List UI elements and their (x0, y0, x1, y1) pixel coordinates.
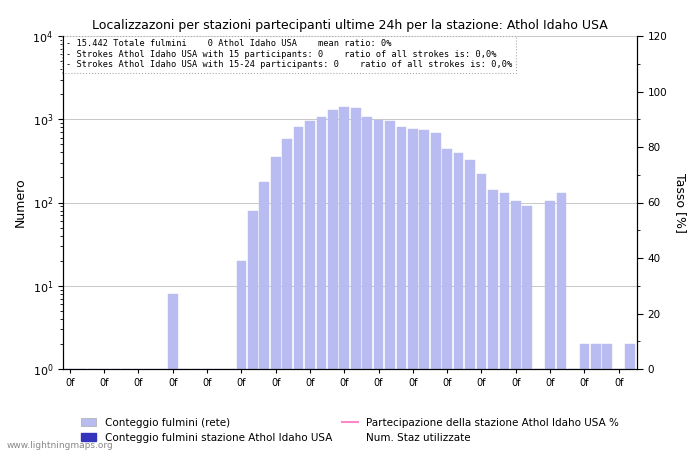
Bar (65, 369, 75, 450)
Bar (419, 130, 429, 450)
Bar (545, 201, 555, 450)
Bar (305, 121, 315, 450)
Y-axis label: Tasso [%]: Tasso [%] (673, 172, 687, 233)
Bar (282, 139, 292, 450)
Text: - 15.442 Totale fulmini    0 Athol Idaho USA    mean ratio: 0%
- Strokes Athol I: - 15.442 Totale fulmini 0 Athol Idaho US… (66, 39, 512, 69)
Bar (568, 369, 578, 450)
Bar (99, 369, 109, 450)
Bar (340, 107, 349, 450)
Bar (603, 344, 612, 450)
Bar (225, 369, 234, 450)
Bar (534, 369, 543, 450)
Bar (111, 369, 120, 450)
Bar (454, 153, 463, 450)
Bar (374, 120, 384, 450)
Bar (580, 344, 589, 450)
Bar (214, 369, 223, 450)
Title: Localizzazoni per stazioni partecipanti ultime 24h per la stazione: Athol Idaho : Localizzazoni per stazioni partecipanti … (92, 19, 608, 32)
Bar (122, 369, 132, 450)
Legend: Conteggio fulmini (rete), Conteggio fulmini stazione Athol Idaho USA, Partecipaz: Conteggio fulmini (rete), Conteggio fulm… (78, 415, 622, 445)
Bar (260, 182, 269, 450)
Bar (76, 369, 86, 450)
Bar (248, 211, 258, 450)
Bar (168, 294, 178, 450)
Text: www.lightningmaps.org: www.lightningmaps.org (7, 441, 113, 450)
Bar (556, 193, 566, 450)
Bar (191, 369, 200, 450)
Bar (179, 369, 189, 450)
Bar (408, 129, 418, 450)
Bar (397, 127, 406, 450)
Bar (316, 117, 326, 450)
Bar (431, 133, 440, 450)
Bar (328, 110, 337, 450)
Bar (134, 369, 143, 450)
Bar (237, 261, 246, 450)
Bar (466, 161, 475, 450)
Bar (511, 201, 521, 450)
Bar (157, 369, 166, 450)
Bar (522, 206, 532, 450)
Bar (202, 369, 212, 450)
Bar (500, 193, 509, 450)
Bar (477, 174, 486, 450)
Bar (625, 344, 635, 450)
Bar (614, 369, 624, 450)
Bar (363, 117, 372, 450)
Bar (88, 369, 97, 450)
Bar (271, 157, 281, 450)
Bar (294, 127, 303, 450)
Bar (351, 108, 360, 450)
Bar (145, 369, 155, 450)
Y-axis label: Numero: Numero (14, 178, 27, 227)
Bar (385, 122, 395, 450)
Bar (488, 190, 498, 450)
Bar (591, 344, 601, 450)
Bar (442, 149, 452, 450)
